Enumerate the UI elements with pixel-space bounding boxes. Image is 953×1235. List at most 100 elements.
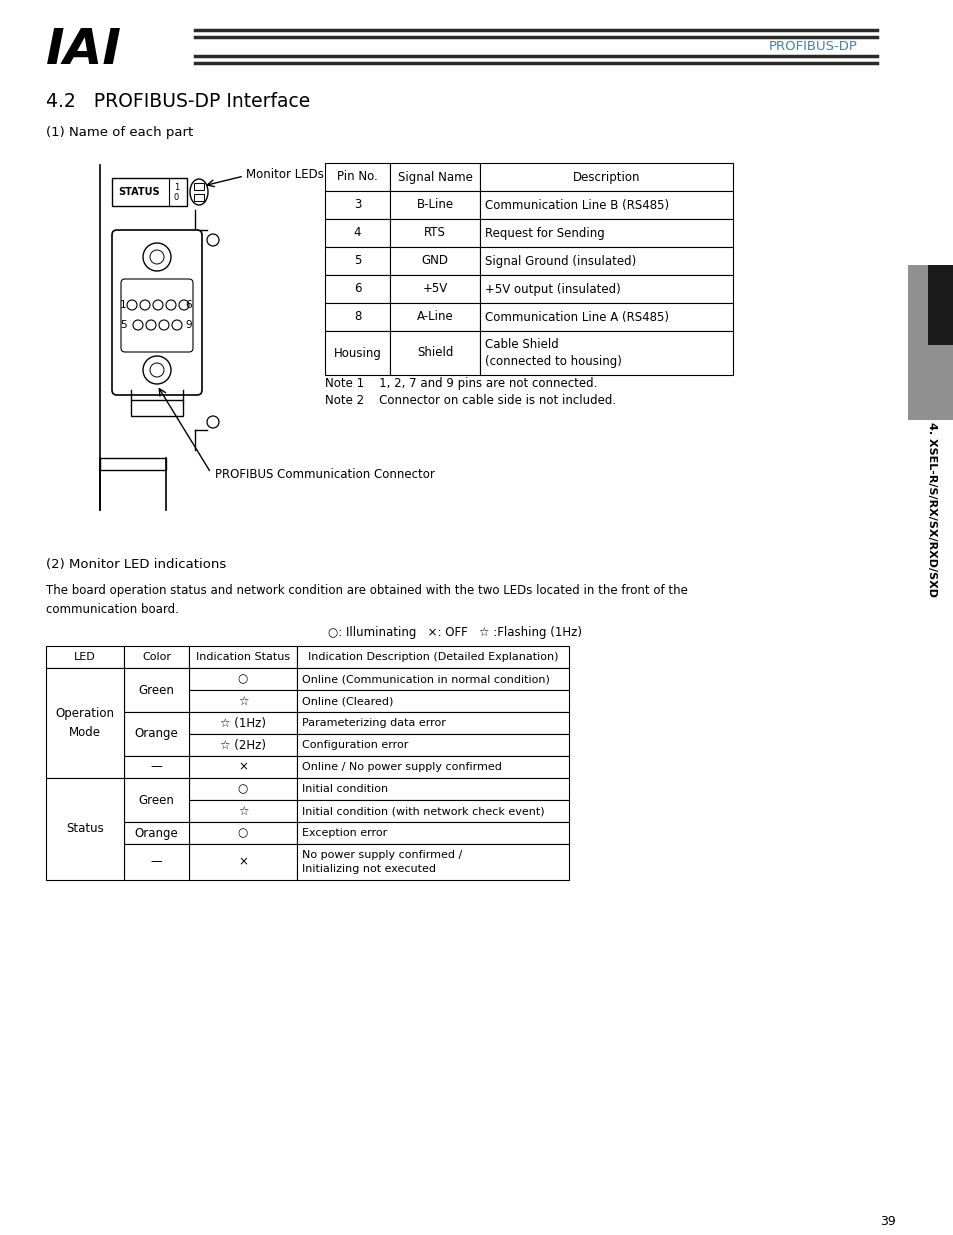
Text: Exception error: Exception error (302, 827, 387, 839)
Text: ☆: ☆ (237, 694, 248, 708)
Bar (124, 668, 189, 713)
Bar (46, 668, 124, 778)
Text: 4.2   PROFIBUS-DP Interface: 4.2 PROFIBUS-DP Interface (46, 91, 310, 111)
Text: Online (Cleared): Online (Cleared) (302, 697, 393, 706)
Text: Signal Name: Signal Name (397, 170, 472, 184)
Circle shape (179, 300, 189, 310)
Bar (296, 800, 568, 823)
Bar (46, 646, 124, 668)
Text: 1: 1 (120, 300, 127, 310)
Text: Status: Status (66, 823, 104, 836)
Bar (296, 778, 568, 800)
Bar (189, 734, 296, 756)
Bar (927, 266, 953, 345)
Bar (390, 191, 479, 219)
Text: No power supply confirmed /
Initializing not executed: No power supply confirmed / Initializing… (302, 851, 462, 873)
Text: ×: × (238, 761, 248, 773)
Text: ○: ○ (237, 673, 248, 685)
Bar (46, 778, 124, 881)
Bar (390, 247, 479, 275)
Bar (296, 646, 568, 668)
Text: Communication Line B (RS485): Communication Line B (RS485) (484, 199, 668, 211)
Bar (124, 646, 189, 668)
Circle shape (159, 320, 169, 330)
Circle shape (127, 300, 137, 310)
Text: 5: 5 (354, 254, 361, 268)
Bar (189, 668, 296, 690)
Text: ☆ (1Hz): ☆ (1Hz) (220, 716, 266, 730)
Text: GND: GND (421, 254, 448, 268)
Text: Communication Line A (RS485): Communication Line A (RS485) (484, 310, 668, 324)
Bar (189, 823, 296, 844)
Text: Signal Ground (insulated): Signal Ground (insulated) (484, 254, 636, 268)
Bar (296, 823, 568, 844)
Bar (907, 266, 953, 420)
Text: (1) Name of each part: (1) Name of each part (46, 126, 193, 140)
Text: Initial condition: Initial condition (302, 784, 388, 794)
Bar (189, 756, 296, 778)
Circle shape (150, 363, 164, 377)
Text: PROFIBUS-DP: PROFIBUS-DP (768, 40, 857, 53)
Text: Online (Communication in normal condition): Online (Communication in normal conditio… (302, 674, 549, 684)
Text: ×: × (238, 856, 248, 868)
Bar (124, 713, 189, 756)
Circle shape (140, 300, 150, 310)
Text: Color: Color (142, 652, 171, 662)
Text: ☆: ☆ (237, 804, 248, 818)
Bar (325, 247, 390, 275)
Bar (124, 756, 189, 778)
Text: 3: 3 (354, 199, 361, 211)
Circle shape (132, 320, 143, 330)
Bar (325, 163, 390, 191)
Bar (479, 163, 732, 191)
Text: PROFIBUS Communication Connector: PROFIBUS Communication Connector (214, 468, 435, 480)
Text: ○: Illuminating   ×: OFF   ☆ :Flashing (1Hz): ○: Illuminating ×: OFF ☆ :Flashing (1Hz) (328, 626, 581, 638)
Text: Request for Sending: Request for Sending (484, 226, 604, 240)
Bar (112, 178, 187, 206)
Text: Description: Description (572, 170, 639, 184)
Bar (325, 191, 390, 219)
Bar (479, 247, 732, 275)
Circle shape (172, 320, 182, 330)
Bar (390, 303, 479, 331)
Circle shape (207, 233, 219, 246)
Circle shape (143, 356, 171, 384)
Circle shape (166, 300, 175, 310)
Text: ○: ○ (237, 783, 248, 795)
Text: IAI: IAI (46, 26, 122, 74)
Text: Online / No power supply confirmed: Online / No power supply confirmed (302, 762, 501, 772)
Text: Green: Green (138, 794, 174, 806)
Bar (124, 778, 189, 823)
Bar (325, 303, 390, 331)
Bar (479, 303, 732, 331)
Bar (189, 778, 296, 800)
Bar (189, 844, 296, 881)
Bar (296, 844, 568, 881)
Text: B-Line: B-Line (416, 199, 453, 211)
Bar (479, 191, 732, 219)
Text: Monitor LEDs: Monitor LEDs (246, 168, 323, 182)
Bar (296, 668, 568, 690)
Bar (325, 331, 390, 375)
Circle shape (207, 416, 219, 429)
Text: 5: 5 (120, 320, 127, 330)
Bar (390, 275, 479, 303)
Text: RTS: RTS (424, 226, 445, 240)
Bar (193, 183, 204, 190)
Text: Note 2    Connector on cable side is not included.: Note 2 Connector on cable side is not in… (325, 394, 616, 408)
Bar (479, 219, 732, 247)
Bar (124, 844, 189, 881)
Text: STATUS: STATUS (118, 186, 159, 198)
Text: 4: 4 (354, 226, 361, 240)
Circle shape (146, 320, 156, 330)
FancyBboxPatch shape (121, 279, 193, 352)
Bar (131, 400, 183, 416)
Text: 1: 1 (173, 184, 179, 193)
Text: —: — (151, 761, 162, 773)
Text: +5V: +5V (422, 283, 447, 295)
Bar (296, 690, 568, 713)
Text: Indication Status: Indication Status (195, 652, 290, 662)
Text: Shield: Shield (416, 347, 453, 359)
Bar (325, 275, 390, 303)
Circle shape (152, 300, 163, 310)
